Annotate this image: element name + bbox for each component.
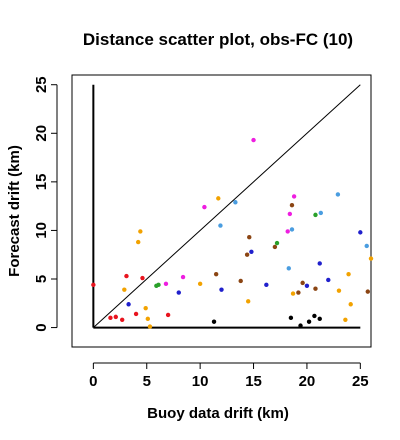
y-tick-label: 0 bbox=[33, 323, 50, 331]
scatter-point bbox=[124, 273, 129, 279]
scatter-point bbox=[245, 299, 251, 304]
scatter-point bbox=[312, 313, 317, 319]
scatter-point bbox=[272, 244, 278, 250]
x-tick-label: 20 bbox=[299, 373, 316, 390]
scatter-point bbox=[143, 305, 148, 311]
scatter-point bbox=[138, 229, 143, 234]
scatter-point bbox=[202, 204, 207, 210]
scatter-point bbox=[126, 302, 131, 307]
y-tick-label: 5 bbox=[33, 275, 50, 283]
scatter-point bbox=[289, 202, 295, 208]
y-axis: 0 5 10 15 20 25 bbox=[33, 76, 58, 332]
scatter-point bbox=[213, 271, 219, 277]
plot-frame bbox=[71, 74, 372, 348]
scatter-point bbox=[286, 266, 291, 271]
scatter-point bbox=[300, 280, 305, 286]
scatter-point bbox=[318, 210, 324, 216]
scatter-point bbox=[296, 290, 301, 295]
scatter-point bbox=[197, 281, 203, 287]
scatter-point bbox=[313, 286, 318, 291]
scatter-point bbox=[216, 196, 221, 201]
scatter-point bbox=[358, 230, 363, 235]
scatter-point bbox=[326, 277, 331, 283]
x-tick-label: 5 bbox=[143, 373, 151, 390]
scatter-point bbox=[335, 192, 341, 197]
reference-lines bbox=[92, 84, 361, 329]
scatter-point bbox=[238, 278, 243, 284]
y-tick-label: 15 bbox=[33, 174, 50, 191]
scatter-point bbox=[140, 275, 145, 281]
y-tick-label: 20 bbox=[33, 125, 50, 142]
scatter-point bbox=[136, 239, 141, 245]
scatter-point bbox=[348, 302, 353, 307]
scatter-point bbox=[365, 289, 370, 294]
scatter-point bbox=[368, 256, 374, 261]
scatter-point bbox=[122, 287, 127, 292]
x-tick-label: 0 bbox=[89, 373, 97, 390]
scatter-point bbox=[343, 317, 348, 322]
scatter-point bbox=[285, 229, 290, 234]
scatter-point bbox=[287, 211, 293, 217]
diagonal-reference-line bbox=[93, 84, 361, 328]
scatter-point bbox=[133, 311, 139, 317]
scatter-point bbox=[264, 282, 269, 288]
scatter-point bbox=[306, 319, 312, 324]
scatter-point bbox=[163, 281, 169, 287]
scatter-point bbox=[251, 137, 256, 143]
scatter-point bbox=[247, 235, 252, 240]
scatter-point bbox=[346, 271, 351, 277]
x-axis-label: Buoy data drift (km) bbox=[147, 405, 289, 422]
chart-title: Distance scatter plot, obs-FC (10) bbox=[83, 30, 353, 49]
scatter-point bbox=[233, 200, 238, 205]
scatter-point bbox=[147, 324, 153, 329]
scatter-point bbox=[288, 315, 294, 321]
y-tick-label: 10 bbox=[33, 222, 50, 239]
scatter-point bbox=[219, 287, 224, 292]
scatter-point bbox=[165, 312, 171, 318]
scatter-point bbox=[274, 240, 280, 246]
scatter-point bbox=[298, 323, 303, 328]
scatter-point bbox=[113, 314, 118, 320]
scatter-point bbox=[249, 249, 254, 254]
scatter-point bbox=[156, 282, 161, 288]
scatter-point bbox=[108, 315, 113, 321]
scatter-point bbox=[91, 282, 96, 288]
data-points bbox=[91, 137, 374, 329]
scatter-point bbox=[176, 290, 181, 295]
x-tick-label: 15 bbox=[245, 373, 262, 390]
x-tick-label: 25 bbox=[352, 373, 369, 390]
y-axis-label: Forecast drift (km) bbox=[6, 145, 23, 277]
scatter-point bbox=[291, 194, 297, 199]
scatter-point bbox=[364, 243, 369, 249]
scatter-point bbox=[145, 316, 151, 322]
x-axis: 0 5 10 15 20 25 bbox=[89, 362, 369, 390]
scatter-point bbox=[211, 319, 217, 324]
scatter-point bbox=[119, 317, 125, 322]
scatter-point bbox=[317, 316, 322, 322]
x-tick-label: 10 bbox=[192, 373, 209, 390]
scatter-point bbox=[180, 274, 186, 280]
scatter-point bbox=[336, 288, 342, 293]
scatter-point bbox=[289, 227, 295, 232]
y-tick-label: 25 bbox=[33, 76, 50, 93]
scatter-point bbox=[218, 223, 223, 228]
scatter-point bbox=[244, 252, 250, 257]
scatter-point bbox=[313, 212, 318, 218]
scatter-point bbox=[304, 283, 310, 288]
scatter-point bbox=[290, 291, 296, 296]
scatter-point bbox=[317, 261, 322, 266]
